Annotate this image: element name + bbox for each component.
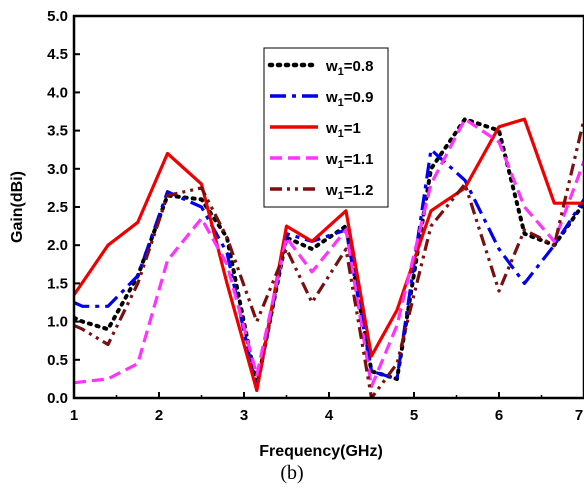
y-tick-label: 3.0	[47, 161, 68, 178]
x-tick-label: 7	[575, 407, 583, 424]
x-axis-title: Frequency(GHz)	[259, 443, 383, 460]
series-line-2	[74, 117, 584, 392]
y-tick-label: 2.5	[47, 199, 68, 216]
y-tick-label: 5.0	[47, 8, 68, 25]
series-group	[74, 117, 584, 398]
x-tick-label: 5	[410, 407, 418, 424]
y-axis-title: Gain(dBi)	[9, 171, 26, 243]
x-tick-label: 1	[70, 407, 78, 424]
series-line-4	[74, 118, 584, 398]
legend-label: w1=1	[325, 120, 361, 140]
legend-label: w1=1.2	[325, 182, 373, 202]
legend-label: w1=0.8	[325, 58, 373, 78]
x-tick-label: 6	[495, 407, 503, 424]
y-tick-label: 1.5	[47, 275, 68, 292]
y-tick-label: 0.0	[47, 390, 68, 407]
figure-caption: (b)	[280, 462, 304, 484]
x-tick-label: 2	[155, 407, 163, 424]
y-tick-label: 4.5	[47, 46, 68, 63]
x-tick-label: 3	[240, 407, 248, 424]
y-tick-label: 2.0	[47, 237, 68, 254]
gain-chart: 1 2 3 4 5 6 7 0.0 0.5 1.0 1.5 2.0 2.5 3.0 3.5 4.0 4.5 5.0…	[9, 8, 584, 460]
x-tick-label: 4	[325, 407, 334, 424]
y-tick-label: 3.5	[47, 123, 68, 140]
legend-label: w1=1.1	[325, 151, 373, 171]
legend-label: w1=0.9	[325, 89, 373, 109]
y-tick-label: 0.5	[47, 352, 68, 369]
y-tick-label: 4.0	[47, 84, 68, 101]
y-tick-label: 1.0	[47, 314, 68, 331]
